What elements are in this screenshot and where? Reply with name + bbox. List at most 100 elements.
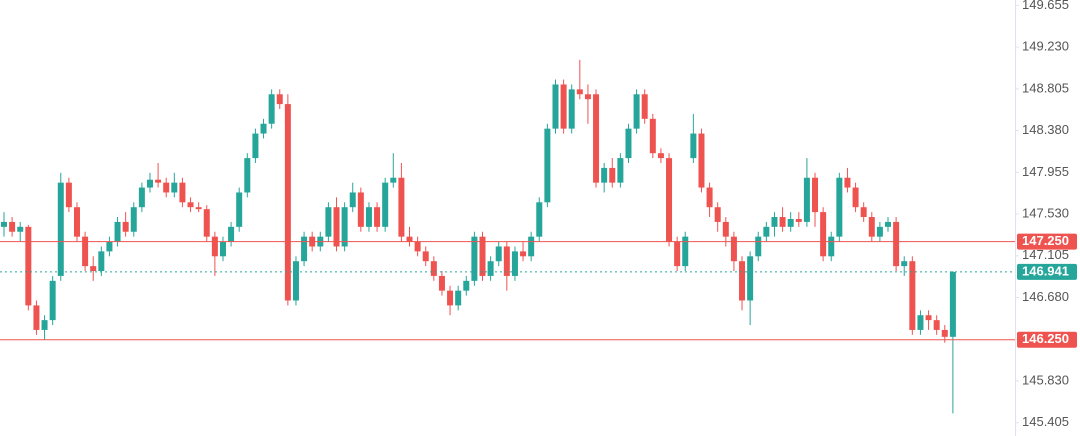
candle-body [73,207,80,237]
candle-body [398,177,405,237]
candle-body [90,266,97,272]
candle-body [9,221,16,232]
candle-body [146,179,153,188]
candle-body [917,315,924,330]
price-level-tag [1017,263,1077,280]
candle-body [552,84,559,129]
candle-body [528,236,535,257]
candle-body [447,290,454,306]
candle-body [292,261,299,301]
candle-body [236,192,243,227]
candle-body [925,315,932,321]
candle-body [33,305,40,330]
candle-body [163,182,170,193]
candle-body [941,329,948,337]
candle-body [495,246,502,262]
candle-body [471,236,478,281]
candle-body [657,153,664,159]
candle-body [138,187,145,208]
candle-body [536,202,543,237]
candle-body [901,261,908,267]
candle-body [933,320,940,330]
candle-body [617,158,624,183]
candle-body [601,167,608,183]
y-tick-label: 145.405 [1022,414,1069,429]
candle-body [836,177,843,237]
candle-body [155,179,162,183]
candle-body [349,192,356,208]
candle-body [463,280,470,291]
candle-body [893,221,900,267]
candle-body [795,218,802,222]
candle-body [568,89,575,129]
candle-body [609,167,616,183]
candle-body [739,261,746,301]
candle-body [130,207,137,232]
candle-body [487,261,494,276]
candle-body [187,202,194,208]
y-tick-label: 148.380 [1022,122,1069,137]
candle-body [203,209,210,237]
candle-body [755,236,762,257]
candle-body [803,177,810,222]
candle-body [560,84,567,129]
candle-body [633,94,640,129]
candle-body [268,94,275,124]
candle-body [57,182,64,276]
candle-body [406,236,413,242]
candle-body [885,221,892,227]
candle-body [649,118,656,154]
y-tick-label: 147.105 [1022,247,1069,262]
candle-body [690,133,697,159]
candle-body [414,241,421,252]
candle-body [714,207,721,222]
candle-body [706,187,713,208]
candle-body [228,226,235,242]
candle-body [98,251,105,272]
candle-body [722,221,729,237]
candle-body [909,261,916,330]
candle-body [544,128,551,203]
candle-body [106,241,113,252]
candle-body [576,89,583,95]
candle-body [357,192,364,227]
candle-body [455,290,462,306]
candle-body [868,217,875,237]
candle-body [860,207,867,218]
candle-body [1,221,7,227]
candle-body [374,207,381,227]
candle-body [625,128,632,159]
candle-body [41,320,48,330]
candle-body [682,236,689,267]
y-tick-label: 145.830 [1022,372,1069,387]
candle-body [674,241,681,267]
candle-body [333,207,340,247]
candle-body [122,221,129,232]
candle-body [876,226,883,237]
candle-body [520,251,527,257]
candle-body [171,182,178,193]
candle-body [820,212,827,257]
candle-body [276,94,283,105]
candle-body [787,218,794,227]
candle-body [195,207,202,210]
candle-body [422,251,429,262]
y-tick-label: 146.680 [1022,289,1069,304]
candle-body [779,217,786,227]
candle-body [747,256,754,301]
candle-body [763,226,770,237]
candle-body [479,236,486,276]
candle-body [49,280,56,321]
y-tick-label: 149.230 [1022,39,1069,54]
price-level-label: 146.941 [1022,263,1069,278]
candle-body [301,236,308,262]
candle-body [365,207,372,227]
candle-body [244,158,251,193]
candle-body [211,236,218,257]
candle-body [252,133,259,159]
candle-body [812,177,819,213]
candle-body [260,123,267,134]
candle-body [852,187,859,208]
candle-body [325,207,332,237]
